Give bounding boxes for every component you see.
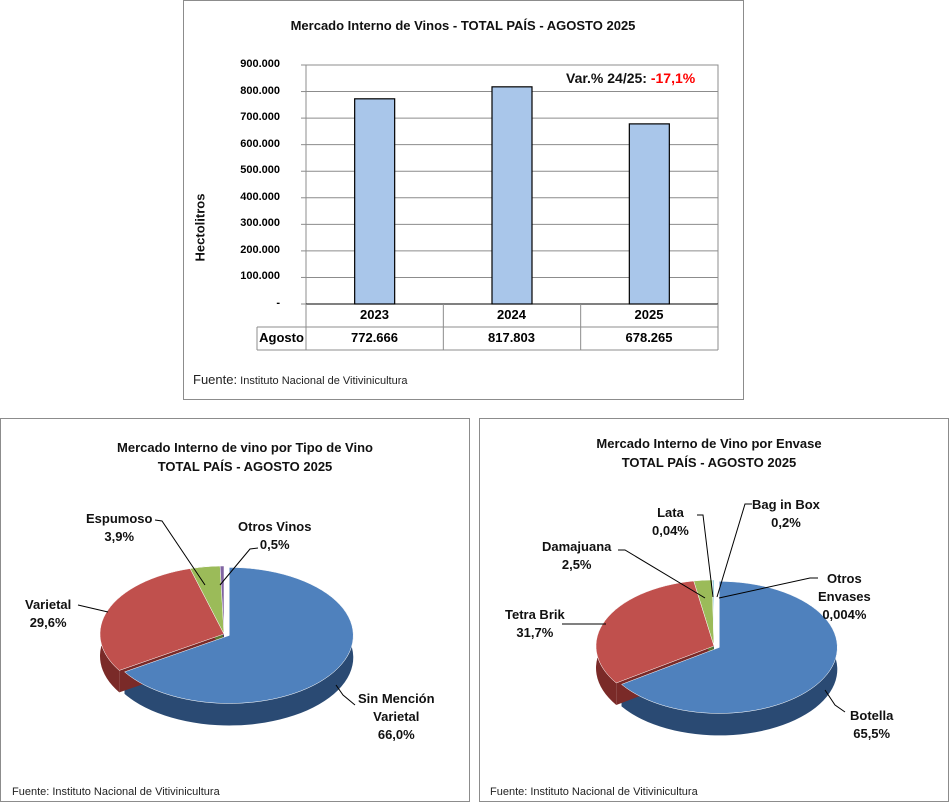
- leader-line: [335, 684, 356, 706]
- leader-line: [618, 549, 706, 599]
- pie-envase-title: Mercado Interno de Vino por Envase: [596, 436, 822, 451]
- label-otros-vinos: Otros Vinos 0,5%: [238, 518, 311, 554]
- pie-tipo-title: Mercado Interno de vino por Tipo de Vino: [117, 440, 373, 455]
- bar-plot: [256, 64, 719, 351]
- y-tick-label: 900.000: [240, 58, 280, 70]
- y-tick-label: 600.000: [240, 137, 280, 150]
- slice-value: 0,004%: [822, 607, 867, 622]
- y-tick-label: 200.000: [240, 243, 280, 256]
- slice-name: Bag in Box: [752, 497, 820, 512]
- value-2025: 678.265: [625, 330, 673, 345]
- pie-slice: [124, 567, 354, 704]
- source-text: Instituto Nacional de Vitivinicultura: [240, 375, 408, 387]
- slice-value: 31,7%: [516, 625, 554, 640]
- leader-line: [716, 503, 752, 598]
- slice-value: 65,5%: [853, 726, 891, 741]
- pie: [595, 579, 838, 736]
- source-prefix: Fuente:: [193, 372, 238, 387]
- slice-value: 2,5%: [561, 557, 592, 572]
- label-otros-envases: Otros Envases 0,004%: [818, 570, 871, 624]
- year-2025: 2025: [634, 307, 664, 322]
- slice-name: Otros Vinos: [238, 519, 312, 534]
- label-lata: Lata 0,04%: [652, 504, 689, 540]
- label-tetra-brik: Tetra Brik 31,7%: [505, 606, 565, 642]
- label-damajuana: Damajuana 2,5%: [542, 538, 611, 574]
- slice-name: Otros: [827, 571, 862, 586]
- slice-name: Envases: [818, 589, 871, 604]
- leader-line: [697, 514, 714, 598]
- pie-tipo-subtitle: TOTAL PAÍS - AGOSTO 2025: [157, 459, 333, 474]
- leader-lines: [77, 503, 846, 713]
- slice-name: Sin Mención: [358, 691, 435, 706]
- bar: [628, 123, 670, 305]
- slice-value: 66,0%: [377, 727, 415, 742]
- slice-name: Lata: [657, 505, 684, 520]
- bar-chart-title: Mercado Interno de Vinos - TOTAL PAÍS - …: [290, 18, 636, 33]
- pie-tipo-source: Fuente: Instituto Nacional de Vitivinicu…: [12, 786, 220, 798]
- slice-value: 29,6%: [29, 615, 67, 630]
- year-2024: 2024: [497, 307, 526, 322]
- var-value: -17,1%: [650, 70, 696, 86]
- label-espumoso: Espumoso 3,9%: [86, 510, 152, 546]
- slice-value: 0,04%: [652, 523, 689, 538]
- label-sin-mencion: Sin Mención Varietal 66,0%: [358, 690, 435, 744]
- slice-name: Tetra Brik: [505, 607, 565, 622]
- pie-envase-subtitle: TOTAL PAÍS - AGOSTO 2025: [621, 455, 797, 470]
- slice-value: 0,2%: [771, 515, 801, 530]
- slice-name: Varietal: [25, 597, 72, 612]
- leader-line: [824, 689, 846, 713]
- slice-value: 3,9%: [104, 529, 135, 544]
- pie-slice: [621, 581, 838, 714]
- slice-name: Espumoso: [86, 511, 153, 526]
- y-tick-label: 800.000: [240, 84, 280, 97]
- y-tick-label: -: [276, 297, 280, 309]
- y-tick-label: 300.000: [240, 217, 280, 230]
- y-tick-label: 700.000: [240, 111, 280, 124]
- var-annotation: Var.% 24/25: -17,1%: [566, 70, 695, 86]
- row-label-agosto: Agosto: [259, 330, 304, 345]
- slice-name: Damajuana: [542, 539, 612, 554]
- slice-name: Varietal: [373, 709, 420, 724]
- label-varietal: Varietal 29,6%: [25, 596, 71, 632]
- label-bag-in-box: Bag in Box 0,2%: [752, 496, 820, 532]
- leader-line: [718, 577, 818, 599]
- pie-envase-source: Fuente: Instituto Nacional de Vitivinicu…: [490, 786, 698, 798]
- pie-slice: [99, 568, 225, 671]
- slice-name: Botella: [850, 708, 894, 723]
- label-botella: Botella 65,5%: [850, 707, 893, 743]
- pie: [99, 565, 354, 726]
- pie-slice: [595, 580, 715, 684]
- value-2024: 817.803: [488, 330, 535, 345]
- bar: [491, 86, 533, 305]
- y-tick-label: 100.000: [240, 270, 280, 283]
- year-2023: 2023: [360, 307, 389, 322]
- leader-line: [219, 547, 259, 586]
- bar-source: Fuente: Instituto Nacional de Vitivinicu…: [193, 372, 408, 387]
- y-ticks: - 100.000 200.000 300.000 400.000 500.000 600.…: [200, 0, 280, 320]
- y-tick-label: 500.000: [240, 164, 280, 177]
- y-tick-label: 400.000: [240, 190, 280, 203]
- leader-line: [77, 604, 109, 613]
- value-2023: 772.666: [351, 330, 398, 345]
- leader-line: [154, 519, 206, 586]
- slice-value: 0,5%: [259, 537, 290, 552]
- var-label: Var.% 24/25:: [566, 70, 647, 86]
